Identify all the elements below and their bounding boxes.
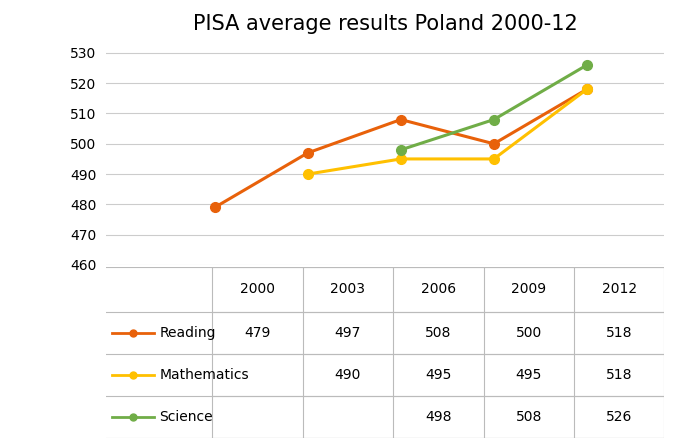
Text: 479: 479 xyxy=(245,326,271,339)
Text: 2009: 2009 xyxy=(511,283,547,297)
Title: PISA average results Poland 2000-12: PISA average results Poland 2000-12 xyxy=(193,14,577,34)
Text: 508: 508 xyxy=(516,410,542,424)
Text: 495: 495 xyxy=(425,368,451,382)
Text: 2006: 2006 xyxy=(421,283,456,297)
Text: 500: 500 xyxy=(516,326,542,339)
Text: Science: Science xyxy=(159,410,213,424)
Text: 490: 490 xyxy=(335,368,361,382)
Text: 495: 495 xyxy=(516,368,542,382)
Text: 526: 526 xyxy=(606,410,632,424)
Text: 518: 518 xyxy=(606,326,632,339)
Text: 497: 497 xyxy=(335,326,361,339)
Text: 2012: 2012 xyxy=(601,283,637,297)
Text: 498: 498 xyxy=(425,410,451,424)
Text: 518: 518 xyxy=(606,368,632,382)
Text: 508: 508 xyxy=(425,326,451,339)
Text: Mathematics: Mathematics xyxy=(159,368,249,382)
Text: 2003: 2003 xyxy=(330,283,365,297)
Text: Reading: Reading xyxy=(159,326,216,339)
Text: 2000: 2000 xyxy=(240,283,275,297)
